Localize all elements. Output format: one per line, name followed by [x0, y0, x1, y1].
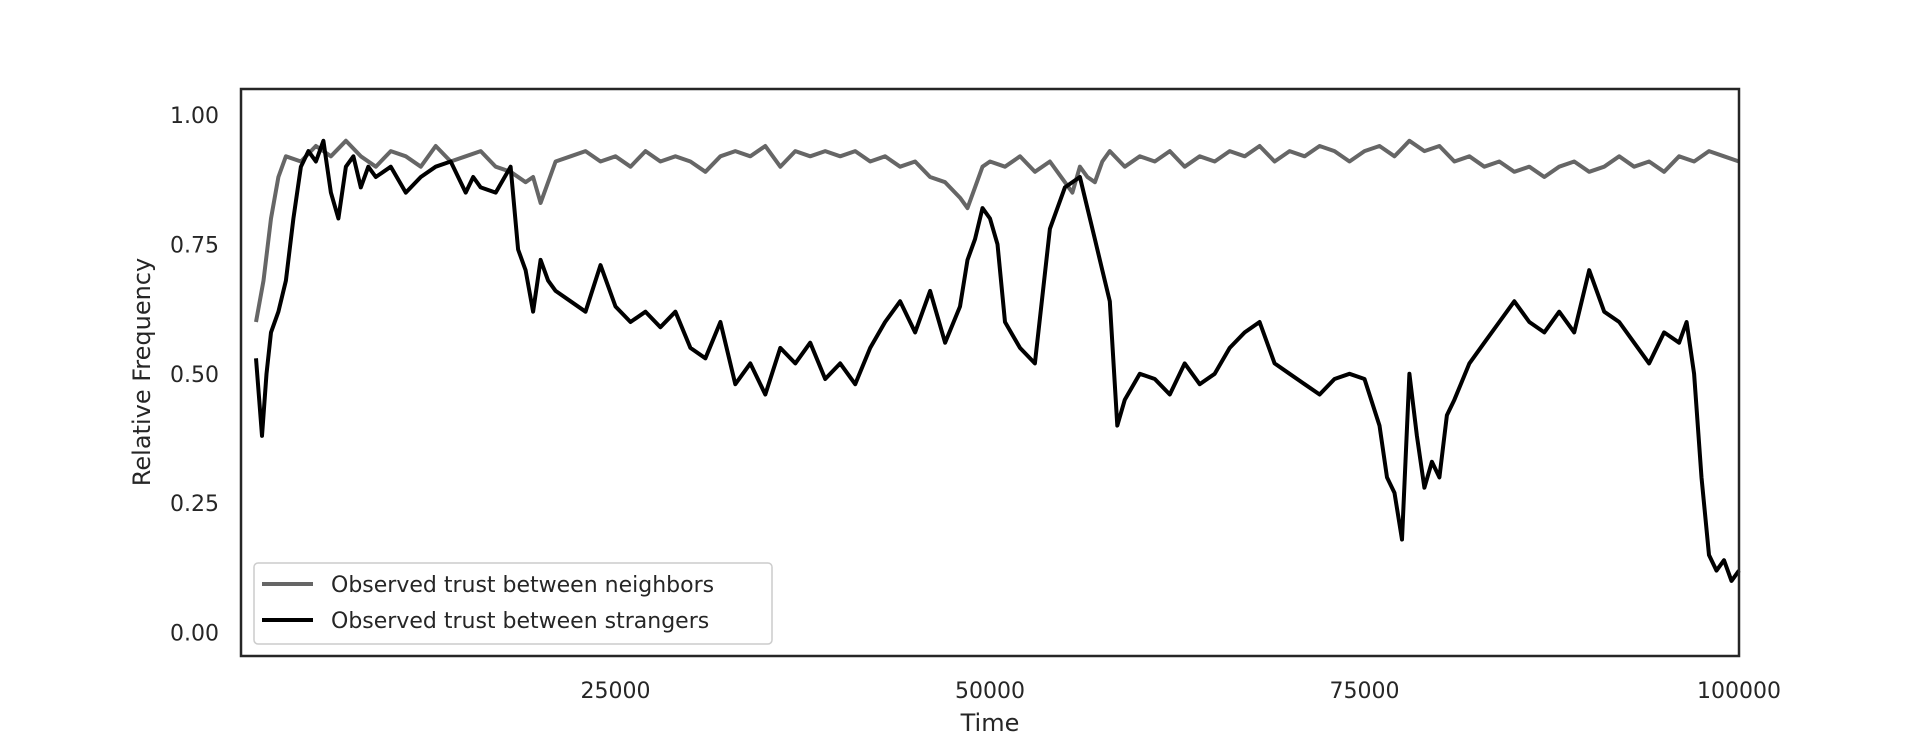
legend: Observed trust between neighbors Observe… — [253, 562, 773, 645]
x-axis-label: Time — [960, 709, 1020, 734]
y-axis-label: Relative Frequency — [128, 258, 156, 486]
x-axis-ticks: 25000 50000 75000 100000 — [581, 679, 1781, 704]
legend-label-strangers: Observed trust between strangers — [331, 609, 709, 634]
x-tick-label: 75000 — [1330, 679, 1400, 704]
series-line-neighbors — [254, 138, 1740, 323]
x-tick-label: 25000 — [581, 679, 651, 704]
y-tick-label: 0.50 — [170, 363, 219, 388]
y-axis-ticks: 0.00 0.25 0.50 0.75 1.00 — [170, 104, 219, 647]
y-tick-label: 1.00 — [170, 104, 219, 129]
legend-box — [253, 562, 773, 645]
plot-background — [241, 89, 1739, 656]
legend-label-neighbors: Observed trust between neighbors — [331, 573, 714, 598]
y-tick-label: 0.00 — [170, 622, 219, 647]
plot-frame — [239, 87, 1741, 658]
x-tick-label: 100000 — [1697, 679, 1781, 704]
series-layer — [254, 138, 1741, 583]
series-line-strangers — [254, 138, 1741, 583]
x-tick-label: 50000 — [955, 679, 1025, 704]
y-tick-label: 0.75 — [170, 233, 219, 258]
y-tick-label: 0.25 — [170, 492, 219, 517]
